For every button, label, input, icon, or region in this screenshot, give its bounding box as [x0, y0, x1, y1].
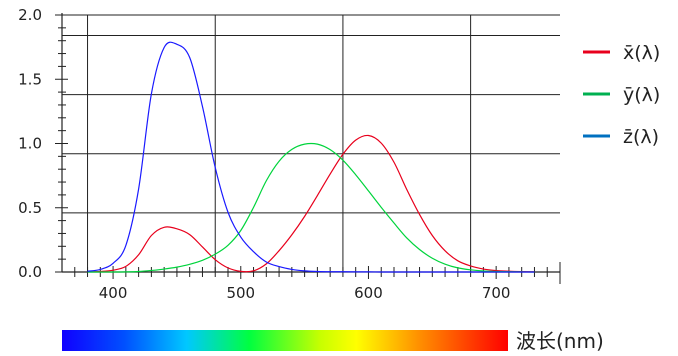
y-tick-label: 1.0	[18, 135, 42, 153]
x-tick-label: 500	[226, 284, 255, 302]
x-tick-label: 600	[354, 284, 383, 302]
x-axis-label: 波长(nm)	[516, 329, 604, 353]
x-tick-label: 700	[482, 284, 511, 302]
y-tick-label: 1.5	[18, 70, 42, 88]
grid	[62, 14, 561, 284]
legend: x̄(λ) ȳ(λ) z̄(λ)	[583, 42, 660, 148]
series-line-2	[87, 142, 535, 273]
y-tick-label: 0.0	[18, 263, 42, 281]
x-tick-label: 400	[99, 284, 128, 302]
spectrum-bar	[62, 330, 508, 351]
y-tick-label: 2.0	[18, 6, 42, 24]
y-tick-label: 0.5	[18, 199, 42, 217]
axes	[55, 13, 561, 279]
series-lines	[87, 41, 535, 273]
series-line-1	[87, 134, 535, 273]
tick-labels: 400 500 600 700 0.0 0.5 1.0 1.5 2.0	[18, 6, 510, 302]
legend-label-1: x̄(λ)	[623, 42, 660, 64]
legend-label-2: ȳ(λ)	[623, 84, 660, 106]
legend-label-3: z̄(λ)	[623, 126, 659, 148]
series-line-3	[87, 41, 535, 273]
